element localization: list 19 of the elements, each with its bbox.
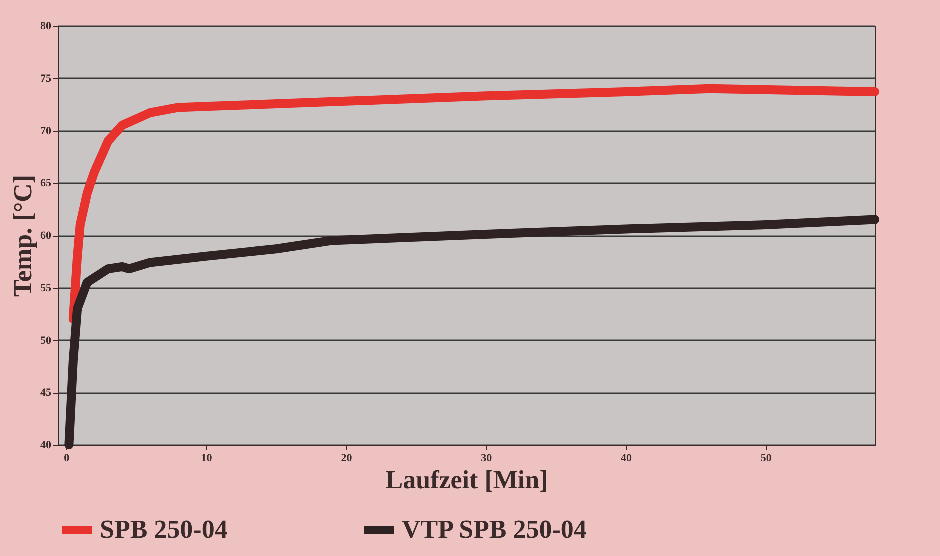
legend-label: VTP SPB 250-04 (402, 515, 587, 544)
x-tick-label: 30 (481, 452, 493, 464)
y-tick-label: 80 (40, 20, 52, 32)
y-tick-label: 75 (40, 72, 52, 85)
y-tick-label: 60 (40, 230, 52, 242)
x-tick-label: 40 (620, 452, 632, 464)
legend-label: SPB 250-04 (100, 515, 228, 544)
y-tick-label: 45 (40, 387, 52, 400)
y-tick-label: 50 (40, 334, 52, 347)
y-tick-label: 65 (40, 178, 52, 190)
x-tick-label: 50 (760, 452, 772, 464)
x-tick-label: 20 (341, 452, 353, 464)
y-axis-title: Temp. [°C] (8, 174, 38, 298)
y-tick-label: 55 (40, 282, 52, 294)
x-axis-title: Laufzeit [Min] (386, 466, 548, 494)
x-tick-label: 10 (201, 452, 213, 464)
x-tick-label: 0 (64, 452, 70, 464)
y-tick-label: 40 (40, 440, 52, 452)
y-tick-label: 70 (40, 125, 52, 138)
